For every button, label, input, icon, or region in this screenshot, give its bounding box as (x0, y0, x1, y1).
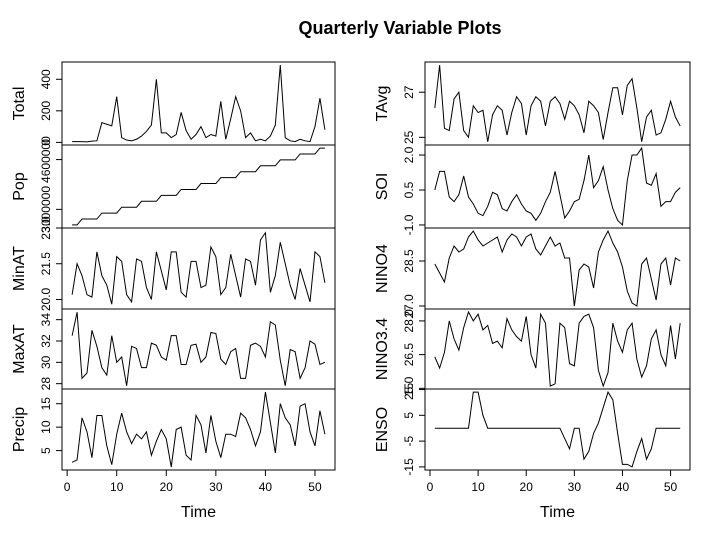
y-tick-label: 4600000 (39, 136, 53, 183)
y-axis-label: Precip (11, 407, 28, 452)
y-axis-label: MinAT (11, 246, 28, 291)
y-axis-label: SOI (374, 173, 391, 201)
y-tick-label: 30 (39, 355, 53, 369)
y-tick-label: 32 (39, 334, 53, 348)
x-tick-label: 50 (308, 480, 322, 494)
y-tick-label: 10 (39, 420, 53, 434)
y-tick-label: 15 (402, 383, 416, 397)
x-tick-label: 40 (259, 480, 273, 494)
figure-title: Quarterly Variable Plots (298, 18, 501, 38)
y-tick-label: 34 (39, 313, 53, 327)
plot-box (61, 388, 336, 471)
y-tick-label: 26.5 (402, 343, 416, 367)
y-tick-label: 23.0 (39, 216, 53, 240)
y-tick-label: 15 (39, 397, 53, 411)
series-line (434, 310, 681, 388)
x-tick-label: 20 (160, 480, 174, 494)
series-line (71, 391, 326, 468)
y-axis-label: MaxAT (11, 324, 28, 374)
y-axis-label: ENSO (374, 407, 391, 452)
x-axis-label: Time (540, 504, 575, 521)
y-tick-label: 27 (402, 85, 416, 99)
y-tick-label: 28.5 (402, 249, 416, 273)
y-tick-label: 21.5 (39, 252, 53, 276)
y-axis-label: Total (11, 87, 28, 121)
y-tick-label: 25 (402, 130, 416, 144)
x-tick-label: 10 (471, 480, 485, 494)
y-tick-label: 400 (39, 69, 53, 89)
y-tick-label: 0 (39, 139, 53, 146)
plot-box (424, 388, 691, 471)
series-line (434, 229, 681, 307)
x-tick-label: 10 (110, 480, 124, 494)
y-axis-label: NINO3.4 (374, 318, 391, 380)
series-line (434, 390, 681, 468)
x-tick-label: 20 (520, 480, 534, 494)
y-axis-label: Pop (11, 172, 28, 201)
y-tick-label: 2.0 (402, 146, 416, 163)
y-tick-label: 25.0 (402, 376, 416, 400)
series-line (72, 147, 325, 226)
y-tick-label: 5 (39, 447, 53, 454)
x-tick-label: 50 (664, 480, 678, 494)
y-tick-label: 27.0 (402, 294, 416, 318)
y-tick-label: -5 (402, 435, 416, 446)
y-tick-label: 20.0 (39, 287, 53, 311)
x-tick-label: 40 (616, 480, 630, 494)
y-axis-label: NINO4 (374, 244, 391, 293)
series-line (434, 65, 681, 142)
x-tick-label: 0 (64, 480, 71, 494)
y-axis-label: TAvg (374, 86, 391, 122)
series-line (434, 146, 681, 227)
y-tick-label: 200 (39, 101, 53, 121)
y-tick-label: -1.0 (402, 214, 416, 235)
x-tick-label: 30 (568, 480, 582, 494)
y-tick-label: 28 (39, 377, 53, 391)
series-line (72, 65, 326, 143)
y-tick-label: 5 (402, 412, 416, 419)
y-tick-label: 28.0 (402, 309, 416, 333)
series-line (71, 312, 326, 386)
y-tick-label: 3000000 (39, 186, 53, 233)
series-line (71, 231, 326, 305)
y-tick-label: 0.5 (402, 181, 416, 198)
x-axis-label: Time (181, 504, 216, 521)
x-tick-label: 0 (427, 480, 434, 494)
x-tick-label: 30 (209, 480, 223, 494)
y-tick-label: -15 (402, 458, 416, 476)
